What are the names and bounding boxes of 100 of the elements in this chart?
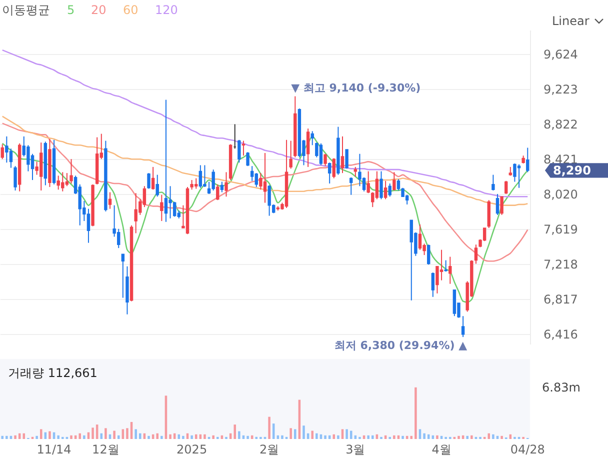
candlestick — [70, 158, 73, 184]
candlestick — [328, 162, 332, 184]
x-tick-label: 3월 — [346, 442, 366, 456]
bar — [6, 436, 8, 439]
candlestick — [0, 144, 4, 160]
bar — [36, 436, 38, 439]
bar — [57, 435, 60, 439]
y-tick-label: 9,223 — [544, 82, 578, 97]
candlestick — [319, 142, 323, 166]
bar — [324, 435, 326, 439]
annotation: 최저 6,380 (29.94%) ▲ — [334, 339, 468, 352]
candlestick — [427, 244, 430, 266]
candlestick — [86, 208, 90, 244]
candlestick — [526, 147, 530, 173]
candlestick — [492, 174, 495, 191]
candlestick — [212, 169, 215, 191]
candlestick — [310, 130, 314, 146]
bar — [423, 433, 426, 439]
candlestick — [418, 224, 422, 250]
candlestick — [324, 153, 327, 167]
bar — [337, 435, 340, 439]
bar — [160, 436, 163, 439]
candlestick — [350, 176, 353, 196]
candlestick — [203, 164, 206, 188]
candlestick — [384, 180, 388, 200]
bar — [372, 435, 374, 439]
bar — [470, 435, 473, 439]
bar — [113, 430, 116, 439]
bar — [290, 428, 292, 439]
bar — [238, 431, 240, 439]
candlestick — [452, 289, 456, 317]
candlestick — [250, 166, 254, 182]
bar — [414, 387, 417, 439]
bar — [70, 435, 72, 439]
candlestick — [151, 166, 155, 190]
candlestick — [9, 148, 13, 168]
candlestick — [517, 164, 521, 188]
candlestick — [147, 172, 150, 190]
candlestick — [380, 170, 383, 200]
candlestick — [504, 180, 508, 194]
candlestick — [440, 249, 444, 281]
bar — [104, 428, 107, 439]
candlestick — [14, 166, 17, 191]
legend-title: 이동평균 — [2, 3, 50, 17]
bar — [350, 430, 352, 439]
bar — [246, 436, 249, 439]
line-series — [2, 49, 528, 198]
candlestick — [474, 244, 478, 264]
bar — [83, 435, 86, 439]
bar — [302, 426, 305, 439]
bar — [458, 436, 460, 439]
candlestick — [500, 196, 504, 216]
text: 5 — [67, 3, 75, 17]
candlestick — [160, 194, 164, 222]
text: 6.83m — [542, 380, 580, 394]
x-tick-label: 12월 — [92, 442, 120, 456]
candlestick — [306, 128, 310, 168]
bar — [234, 424, 236, 439]
candlestick — [289, 140, 292, 170]
bar — [169, 434, 172, 439]
bar — [92, 428, 94, 439]
bar — [466, 436, 468, 439]
bar — [492, 434, 494, 439]
bar — [500, 436, 503, 439]
candlestick — [388, 183, 392, 198]
y-tick-label: 6,416 — [544, 327, 578, 342]
text: 60 — [123, 3, 138, 17]
text: 20 — [91, 3, 106, 17]
candlestick — [156, 174, 159, 198]
bar — [148, 436, 150, 439]
y-tick-label: 8,822 — [544, 118, 578, 132]
text: Linear — [552, 14, 590, 28]
bar — [48, 431, 51, 439]
candlestick — [246, 152, 250, 167]
annotation: ▼ 최고 9,140 (-9.30%) — [291, 81, 421, 94]
candlestick — [375, 170, 379, 200]
bar — [156, 433, 158, 439]
candlestick — [358, 153, 362, 187]
bar — [1, 436, 4, 439]
bar — [190, 435, 193, 439]
candlestick — [332, 158, 336, 179]
candlestick — [366, 170, 370, 194]
bar — [139, 433, 142, 439]
bar — [393, 435, 396, 439]
candlestick — [164, 99, 168, 222]
candlestick — [108, 192, 112, 210]
candlestick — [121, 254, 125, 298]
candlestick — [134, 192, 138, 234]
candlestick — [5, 136, 8, 164]
x-tick-label: 2025 — [176, 442, 208, 456]
bar — [418, 429, 422, 439]
y-tick-label: 7,218 — [544, 257, 578, 272]
bar — [346, 429, 348, 439]
candlestick — [242, 140, 246, 156]
candlestick — [172, 201, 176, 218]
candlestick — [65, 172, 69, 187]
y-tick-label: 6,817 — [544, 292, 578, 306]
x-tick-label: 11/14 — [36, 442, 72, 456]
x-tick-label: 04/28 — [510, 442, 545, 456]
bar — [402, 436, 404, 439]
